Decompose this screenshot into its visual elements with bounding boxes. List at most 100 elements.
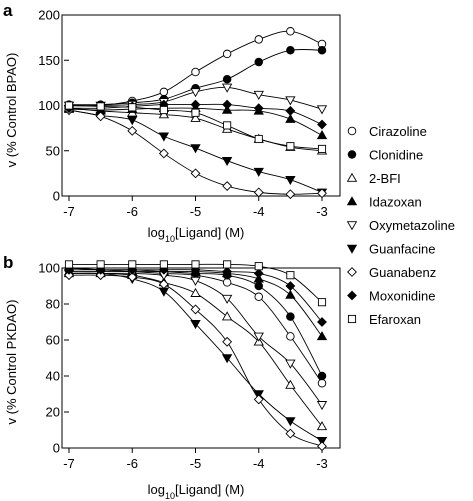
point-efaroxan [64,260,74,269]
legend-marker-moxonidine [347,290,357,301]
panel-a-label: a [3,1,13,20]
y-tick-label: 150 [38,53,60,68]
point-idazoxan [285,113,296,123]
point-guanabenz [95,270,106,281]
point-2-bfi [316,421,328,431]
y-tick-label: 0 [53,189,60,204]
point-cirazoline [286,332,295,341]
panel-a-ylabel: v (% Control BPAO) [4,53,19,168]
point-clonidine [286,46,295,55]
panel-b-markers [63,260,328,452]
point-guanabenz [190,168,201,179]
point-guanabenz [64,270,74,281]
x-tick-label: -4 [253,456,265,471]
x-tick-label: -3 [316,456,328,471]
point-guanabenz [158,279,169,290]
point-efaroxan [128,260,137,269]
x-tick-label: -4 [253,204,265,219]
point-cirazoline [317,378,327,388]
point-2-bfi [190,112,201,122]
point-cirazoline [286,27,295,36]
y-tick-label: 200 [38,8,60,23]
point-cirazoline [254,35,263,44]
legend-label-clonidine: Clonidine [369,148,423,163]
panel-b-frame [61,267,341,449]
legend-marker-cirazoline [347,126,357,136]
point-oxymetazoline [316,401,328,411]
point-oxymetazoline [253,332,264,342]
x-tick-label: -7 [63,204,75,219]
legend-marker-2-bfi [346,172,358,182]
point-efaroxan [191,260,200,269]
panel-a-xlabel: log10[Ligand] (M) [148,225,245,244]
point-efaroxan [286,271,295,280]
y-tick-label: 50 [46,143,60,158]
panel-b: b -7 -6 -5 -4 -3 0 20 40 60 80 100 v (% Control PK… [3,253,341,501]
panel-b-ylabel: v (% Control PKDAO) [4,300,19,425]
y-tick-label: 100 [38,261,60,276]
legend-marker-guanfacine [346,244,358,254]
point-moxonidine [253,103,264,114]
legend-label-idazoxan: Idazoxan [369,195,422,210]
point-2-bfi [285,379,296,389]
point-guanfacine [253,167,264,177]
point-oxymetazoline [285,96,296,106]
point-clonidine [317,371,327,381]
point-efaroxan [254,262,263,271]
x-tick-label: -5 [190,204,202,219]
legend-label-moxonidine: Moxonidine [369,289,436,304]
point-efaroxan [159,260,168,269]
point-cirazoline [159,87,169,97]
point-efaroxan [191,108,200,117]
legend-marker-oxymetazoline [346,221,358,231]
point-guanabenz [253,394,264,405]
point-moxonidine [317,317,327,327]
point-guanfacine [285,417,296,427]
point-guanabenz [222,336,233,347]
point-moxonidine [222,266,233,277]
x-tick-label: -5 [190,456,202,471]
point-guanfacine [221,156,233,167]
point-clonidine [254,281,263,291]
legend-label-cirazoline: Cirazoline [369,124,427,139]
panel-a: a -7 -6 -5 -4 -3 0 50 100 150 200 v (% Control BP… [3,1,341,244]
point-guanabenz [285,189,296,200]
point-efaroxan [286,142,295,151]
point-guanabenz [158,148,169,159]
point-guanabenz [95,111,106,122]
point-efaroxan [128,103,137,112]
point-clonidine [317,46,327,55]
point-guanfacine [190,320,201,330]
point-cirazoline [222,49,232,59]
point-guanfacine [127,116,138,126]
point-efaroxan [96,260,105,269]
y-tick-label: 40 [46,369,60,384]
panel-a-ticks: -7 -6 -5 -4 -3 0 50 100 150 200 [38,8,327,220]
point-guanfacine [158,132,170,142]
point-guanabenz [285,428,296,439]
point-idazoxan [285,289,296,299]
point-guanfacine [221,354,233,364]
point-clonidine [222,75,232,84]
legend-label-2-bfi: 2-BFI [369,171,401,186]
point-oxymetazoline [190,276,201,286]
x-tick-label: -3 [316,204,328,219]
point-oxymetazoline [253,90,264,100]
y-tick-label: 60 [46,333,60,348]
point-moxonidine [285,281,296,291]
point-guanabenz [222,181,233,191]
x-tick-label: -7 [63,456,75,471]
point-efaroxan [254,134,263,144]
point-efaroxan [223,121,232,130]
panel-a-markers [63,27,328,200]
point-guanabenz [190,304,201,315]
curve-guanabenz [68,274,323,447]
panel-a-frame [61,14,341,197]
point-efaroxan [317,298,327,307]
point-oxymetazoline [285,359,296,369]
point-idazoxan [316,130,328,140]
point-oxymetazoline [190,88,201,98]
point-oxymetazoline [221,83,233,93]
point-clonidine [254,57,263,67]
